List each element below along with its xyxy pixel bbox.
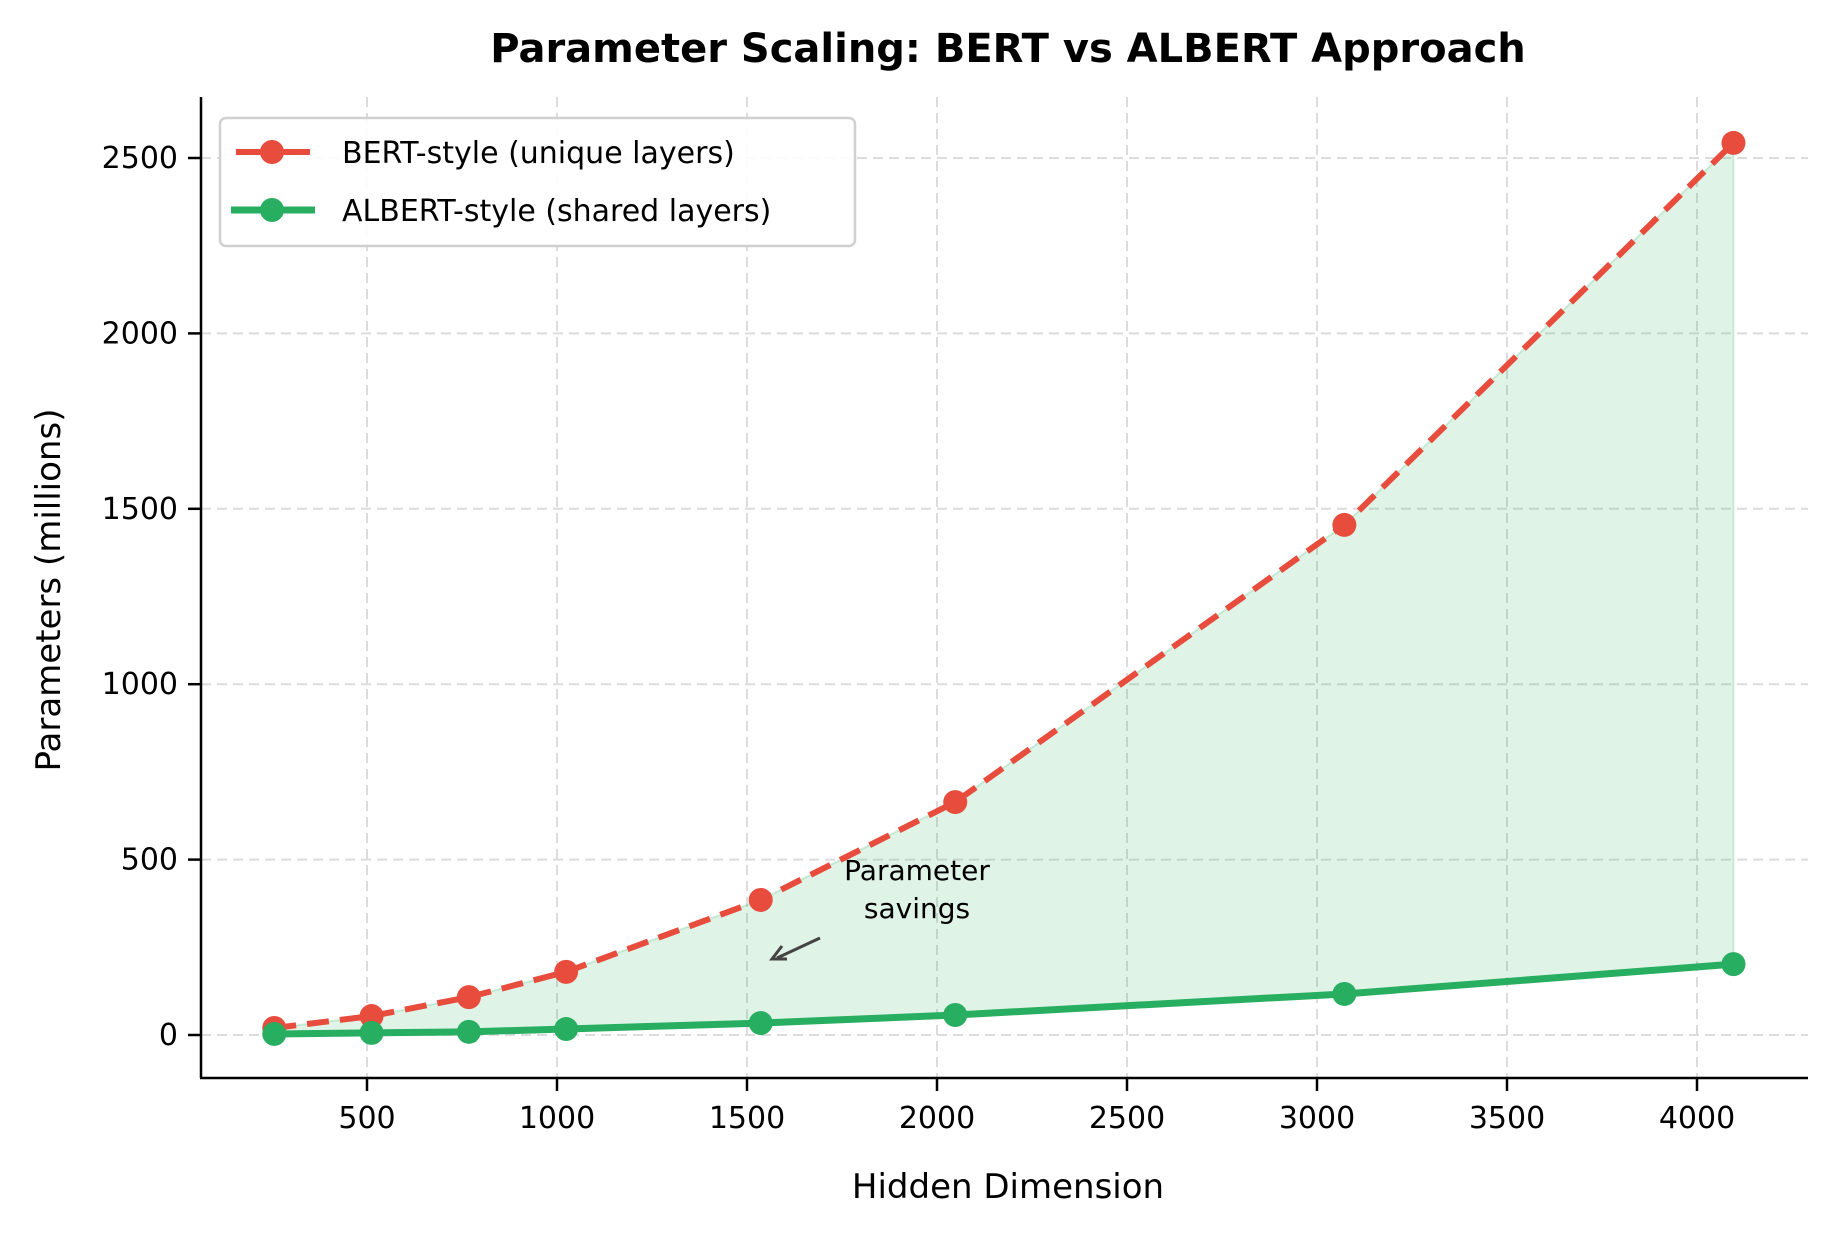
y-tick-label: 1500 (102, 492, 178, 527)
legend: BERT-style (unique layers) ALBERT-style … (218, 116, 857, 248)
x-tick-label: 2000 (899, 1101, 975, 1136)
x-axis-label: Hidden Dimension (852, 1167, 1164, 1207)
x-tick-label: 1500 (709, 1101, 785, 1136)
y-tick-label: 0 (159, 1018, 178, 1053)
x-ticks: 500 1000 1500 2000 2500 3000 3500 4000 (338, 1078, 1735, 1136)
annotation-line2: savings (864, 892, 970, 925)
albert-marker-icon (262, 1021, 287, 1046)
x-tick-label: 500 (338, 1101, 395, 1136)
x-tick-label: 3500 (1469, 1101, 1545, 1136)
x-tick-label: 3000 (1279, 1101, 1355, 1136)
annotation: Parameter savings (768, 854, 990, 961)
series-lines (262, 130, 1746, 1046)
legend-marker-bert-icon (260, 140, 284, 164)
legend-label-albert: ALBERT-style (shared layers) (342, 194, 771, 229)
chart-title: Parameter Scaling: BERT vs ALBERT Approa… (490, 26, 1526, 72)
savings-fill-area (273, 140, 1735, 1035)
bert-marker-icon (1721, 130, 1746, 155)
bert-marker-icon (1332, 512, 1357, 537)
albert-marker-icon (748, 1011, 773, 1036)
albert-marker-icon (359, 1020, 384, 1045)
bert-marker-icon (359, 1004, 384, 1029)
bert-line (273, 140, 1736, 1031)
x-tick-label: 4000 (1659, 1101, 1735, 1136)
y-tick-label: 2000 (102, 316, 178, 351)
albert-marker-icon (1721, 952, 1746, 977)
legend-box (218, 116, 857, 248)
annotation-line1: Parameter (844, 854, 990, 887)
arrow-head-icon (768, 945, 787, 961)
albert-marker-icon (1332, 981, 1357, 1006)
x-tick-label: 1000 (519, 1101, 595, 1136)
albert-marker-icon (456, 1019, 481, 1044)
annotation-arrow (776, 936, 821, 960)
legend-item-albert: ALBERT-style (shared layers) (231, 194, 771, 229)
bert-marker-icon (748, 887, 773, 912)
grid (201, 97, 1808, 1078)
bert-marker-icon (943, 790, 968, 815)
legend-marker-albert-icon (260, 198, 284, 222)
y-tick-label: 1000 (102, 667, 178, 702)
x-tick-label: 2500 (1089, 1101, 1165, 1136)
bert-marker-icon (456, 985, 481, 1010)
albert-line (274, 960, 1734, 1038)
albert-marker-icon (943, 1003, 968, 1028)
legend-label-bert: BERT-style (unique layers) (342, 136, 735, 171)
y-tick-label: 2500 (102, 141, 178, 176)
y-axis-label: Parameters (millions) (29, 409, 69, 772)
y-ticks: 0 500 1000 1500 2000 2500 (102, 141, 201, 1053)
bert-marker-icon (554, 959, 579, 984)
albert-marker-icon (554, 1017, 579, 1042)
legend-item-bert: BERT-style (unique layers) (236, 136, 735, 171)
y-tick-label: 500 (121, 843, 178, 878)
